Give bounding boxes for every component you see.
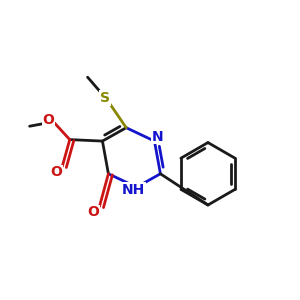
Text: N: N [152,130,163,144]
Text: O: O [42,113,54,127]
Text: NH: NH [122,183,145,197]
Text: O: O [50,165,62,179]
Text: O: O [87,206,99,219]
Text: S: S [100,91,110,105]
